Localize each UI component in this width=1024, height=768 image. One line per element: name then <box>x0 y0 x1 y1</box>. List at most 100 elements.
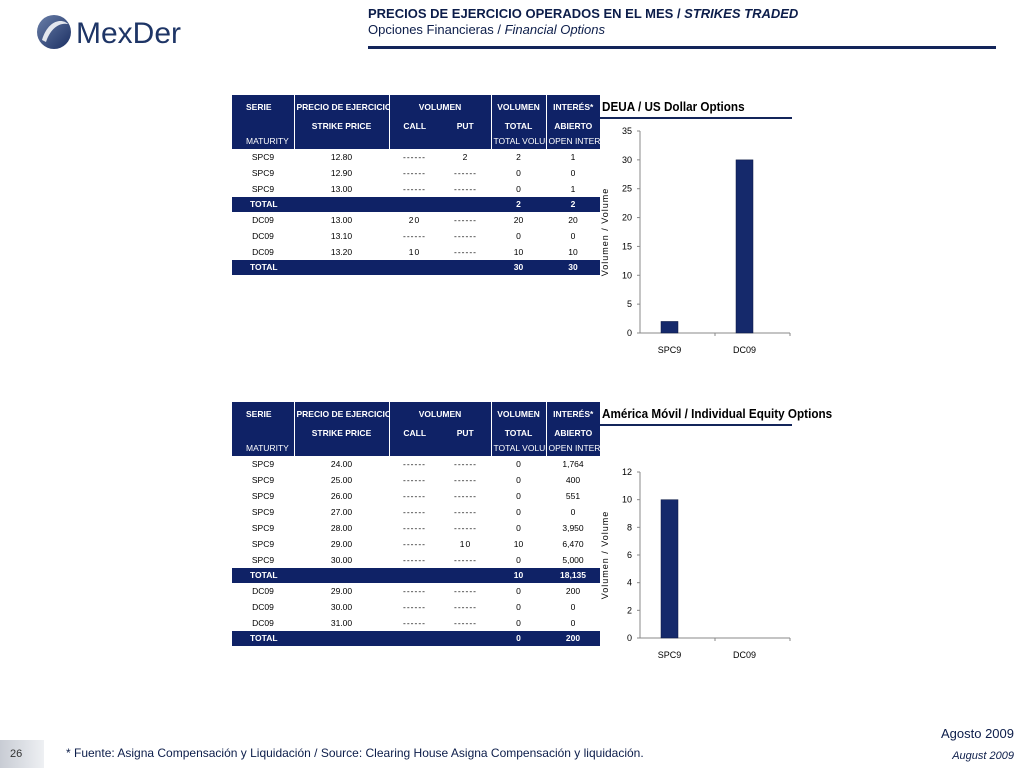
table-row: SPC9 24.00 ------ ------ 0 1,764 <box>232 456 600 472</box>
y-tick-label: 10 <box>622 495 632 505</box>
header-blank <box>440 134 491 149</box>
x-tick-label: DC09 <box>733 650 756 660</box>
put-cell: 2 <box>462 152 469 162</box>
total-volume-cell: 10 <box>491 568 546 583</box>
open-interest-cell: 551 <box>565 491 581 501</box>
x-tick-label: SPC9 <box>658 650 682 660</box>
page-number-box: 26 <box>0 740 44 768</box>
call-cell: ------ <box>403 539 426 549</box>
header-interes: INTERÉS* <box>545 402 600 426</box>
serie-cell: DC09 <box>252 231 274 241</box>
header-put: PUT <box>440 119 491 134</box>
open-interest-cell: 0 <box>570 602 576 612</box>
header-volumen: VOLUMEN <box>388 95 491 119</box>
total-volume-cell: 30 <box>491 260 546 275</box>
table-row: DC09 29.00 ------ ------ 0 200 <box>232 583 600 599</box>
volume-cell: 0 <box>516 555 521 565</box>
strikes-table-amx: SERIE PRECIO DE EJERCICIO VOLUMEN VOLUME… <box>232 402 600 646</box>
serie-cell: DC09 <box>252 586 274 596</box>
table-body: SPC9 24.00 ------ ------ 0 1,764 SPC9 25.00 ----… <box>232 456 600 646</box>
chart-title: América Móvil / Individual Equity Option… <box>602 406 833 421</box>
volume-cell: 10 <box>513 539 524 549</box>
table-row: SPC9 12.90 ------ ------ 0 0 <box>232 165 600 181</box>
y-tick-label: 10 <box>622 270 632 280</box>
table-row: SPC9 25.00 ------ ------ 0 400 <box>232 472 600 488</box>
table-row: SPC9 12.80 ------ 2 2 1 <box>232 149 600 165</box>
open-interest-cell: 1,764 <box>562 459 584 469</box>
put-cell: ------ <box>454 247 477 257</box>
header-volumen-total: VOLUMEN <box>490 95 546 119</box>
put-cell: 10 <box>459 539 472 549</box>
serie-cell: SPC9 <box>251 507 275 517</box>
serie-cell: SPC9 <box>251 459 275 469</box>
put-cell: ------ <box>454 168 477 178</box>
footer: 26 * Fuente: Asigna Compensación y Liqui… <box>0 738 1024 768</box>
serie-cell: SPC9 <box>251 168 275 178</box>
open-interest-cell: 20 <box>568 215 578 225</box>
chart-amx: América Móvil / Individual Equity Option… <box>600 402 832 672</box>
header-open-interest: OPEN INTEREST <box>545 441 600 456</box>
total-row: TOTAL 10 18,135 <box>232 568 600 583</box>
header-precio: PRECIO DE EJERCICIO <box>293 402 389 426</box>
put-cell: ------ <box>454 215 477 225</box>
call-cell: ------ <box>403 231 426 241</box>
call-cell: ------ <box>403 586 426 596</box>
open-interest-cell: 10 <box>568 247 578 257</box>
header-interes: INTERÉS* <box>545 95 600 119</box>
volume-cell: 0 <box>516 586 521 596</box>
table-row: SPC9 29.00 ------ 10 10 6,470 <box>232 536 600 552</box>
strike-cell: 30.00 <box>330 555 353 565</box>
volume-cell: 0 <box>516 523 521 533</box>
header-blank <box>232 426 294 441</box>
open-interest-cell: 3,950 <box>562 523 584 533</box>
y-axis-label: Volumen / Volume <box>600 511 610 600</box>
call-cell: ------ <box>403 507 426 517</box>
bar-spc9 <box>660 499 679 639</box>
y-tick-label: 15 <box>622 241 632 251</box>
serie-cell: SPC9 <box>251 539 275 549</box>
open-interest-cell: 0 <box>570 168 576 178</box>
open-interest-cell: 200 <box>565 586 581 596</box>
header-blank <box>388 441 440 456</box>
header-total: TOTAL <box>490 119 546 134</box>
header-strike: STRIKE PRICE <box>293 119 389 134</box>
header-serie: SERIE <box>232 95 294 119</box>
strike-cell: 29.00 <box>330 539 353 549</box>
strike-cell: 31.00 <box>330 618 353 628</box>
header-abierto: ABIERTO <box>545 426 600 441</box>
y-tick-label: 30 <box>622 155 632 165</box>
header-total-volume: TOTAL VOLUME <box>490 441 546 456</box>
mexder-logo: MexDer <box>36 10 206 54</box>
bar-spc9 <box>660 321 679 334</box>
volume-cell: 0 <box>516 184 521 194</box>
open-interest-cell: 5,000 <box>562 555 584 565</box>
open-interest-cell: 6,470 <box>562 539 584 549</box>
chart-title-rule <box>600 117 792 119</box>
y-tick-label: 20 <box>622 213 632 223</box>
header-blank <box>440 441 491 456</box>
date-es: Agosto 2009 <box>940 726 1014 741</box>
header-call: CALL <box>388 119 440 134</box>
table-row: DC09 31.00 ------ ------ 0 0 <box>232 615 600 631</box>
y-tick-label: 4 <box>627 578 632 588</box>
volume-cell: 0 <box>516 491 521 501</box>
header-volumen-total: VOLUMEN <box>490 402 546 426</box>
total-label: TOTAL <box>232 197 491 212</box>
total-oi-cell: 30 <box>546 260 600 275</box>
header-volumen: VOLUMEN <box>388 402 491 426</box>
header-blank <box>388 134 440 149</box>
y-tick-label: 0 <box>627 328 632 338</box>
serie-cell: SPC9 <box>251 184 275 194</box>
table-row: SPC9 28.00 ------ ------ 0 3,950 <box>232 520 600 536</box>
call-cell: ------ <box>403 152 426 162</box>
strike-cell: 13.10 <box>330 231 353 241</box>
call-cell: ------ <box>403 555 426 565</box>
header-blank <box>293 441 389 456</box>
call-cell: ------ <box>403 459 426 469</box>
strike-cell: 12.90 <box>330 168 353 178</box>
strike-cell: 27.00 <box>330 507 353 517</box>
y-axis-label: Volumen / Volume <box>600 188 610 277</box>
table-body: SPC9 12.80 ------ 2 2 1 SPC9 12.90 ------ ------ 0… <box>232 149 600 275</box>
total-row: TOTAL 30 30 <box>232 260 600 275</box>
table-row: DC09 30.00 ------ ------ 0 0 <box>232 599 600 615</box>
